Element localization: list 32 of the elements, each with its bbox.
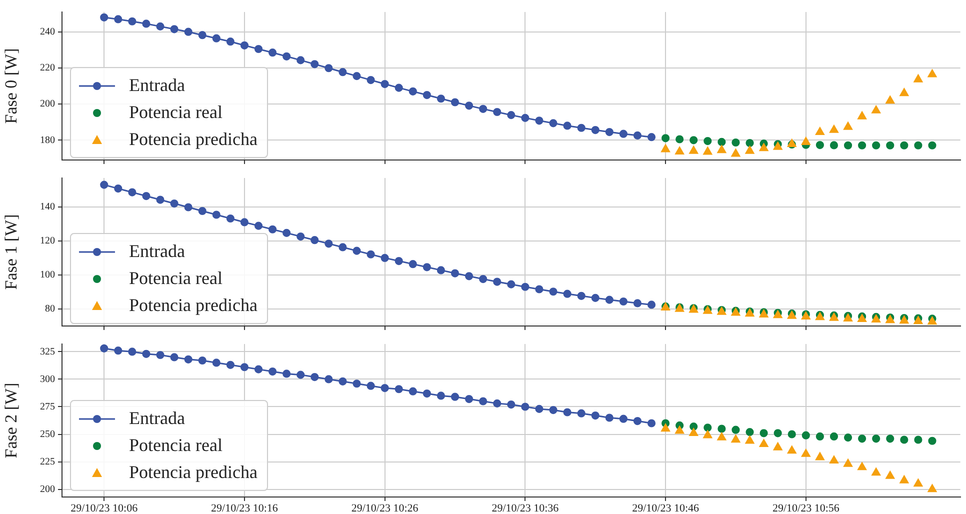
- y-tick-label: 220: [40, 62, 55, 74]
- x-tick-label: 29/10/23 10:56: [772, 502, 840, 514]
- x-tick-label: 29/10/23 10:26: [351, 502, 419, 514]
- x-tick-label: 29/10/23 10:36: [492, 502, 560, 514]
- legend-label: Entrada: [129, 75, 185, 96]
- legend-label: Potencia predicha: [129, 462, 258, 483]
- legend-label: Potencia predicha: [129, 129, 258, 150]
- y-tick-label: 250: [40, 428, 55, 440]
- y-tick-label: 120: [40, 236, 55, 247]
- y-tick-label: 100: [40, 270, 55, 281]
- y-tick-label: 240: [40, 26, 55, 38]
- y-axis-title: Fase 1 [W]: [2, 214, 21, 290]
- y-tick-label: 325: [40, 346, 55, 358]
- y-tick-label: 225: [40, 456, 55, 468]
- legend-label: Potencia real: [129, 102, 222, 123]
- y-tick-label: 200: [40, 484, 55, 495]
- legend-label: Potencia real: [129, 268, 222, 289]
- y-tick-label: 80: [45, 304, 55, 315]
- y-tick-label: 140: [40, 202, 55, 213]
- legend-label: Potencia predicha: [129, 295, 258, 316]
- legend-label: Potencia real: [129, 435, 222, 456]
- y-tick-label: 275: [40, 401, 55, 412]
- x-tick-label: 29/10/23 10:16: [211, 502, 278, 514]
- legend-label: Entrada: [129, 408, 185, 429]
- x-tick-label: 29/10/23 10:46: [632, 502, 700, 514]
- legend-label: Entrada: [129, 241, 185, 262]
- y-axis-title: Fase 0 [W]: [2, 48, 21, 124]
- y-tick-label: 200: [40, 98, 55, 110]
- y-axis-title: Fase 2 [W]: [2, 382, 21, 458]
- y-tick-label: 180: [40, 134, 55, 146]
- y-tick-label: 300: [40, 374, 55, 385]
- x-tick-label: 29/10/23 10:06: [70, 502, 138, 514]
